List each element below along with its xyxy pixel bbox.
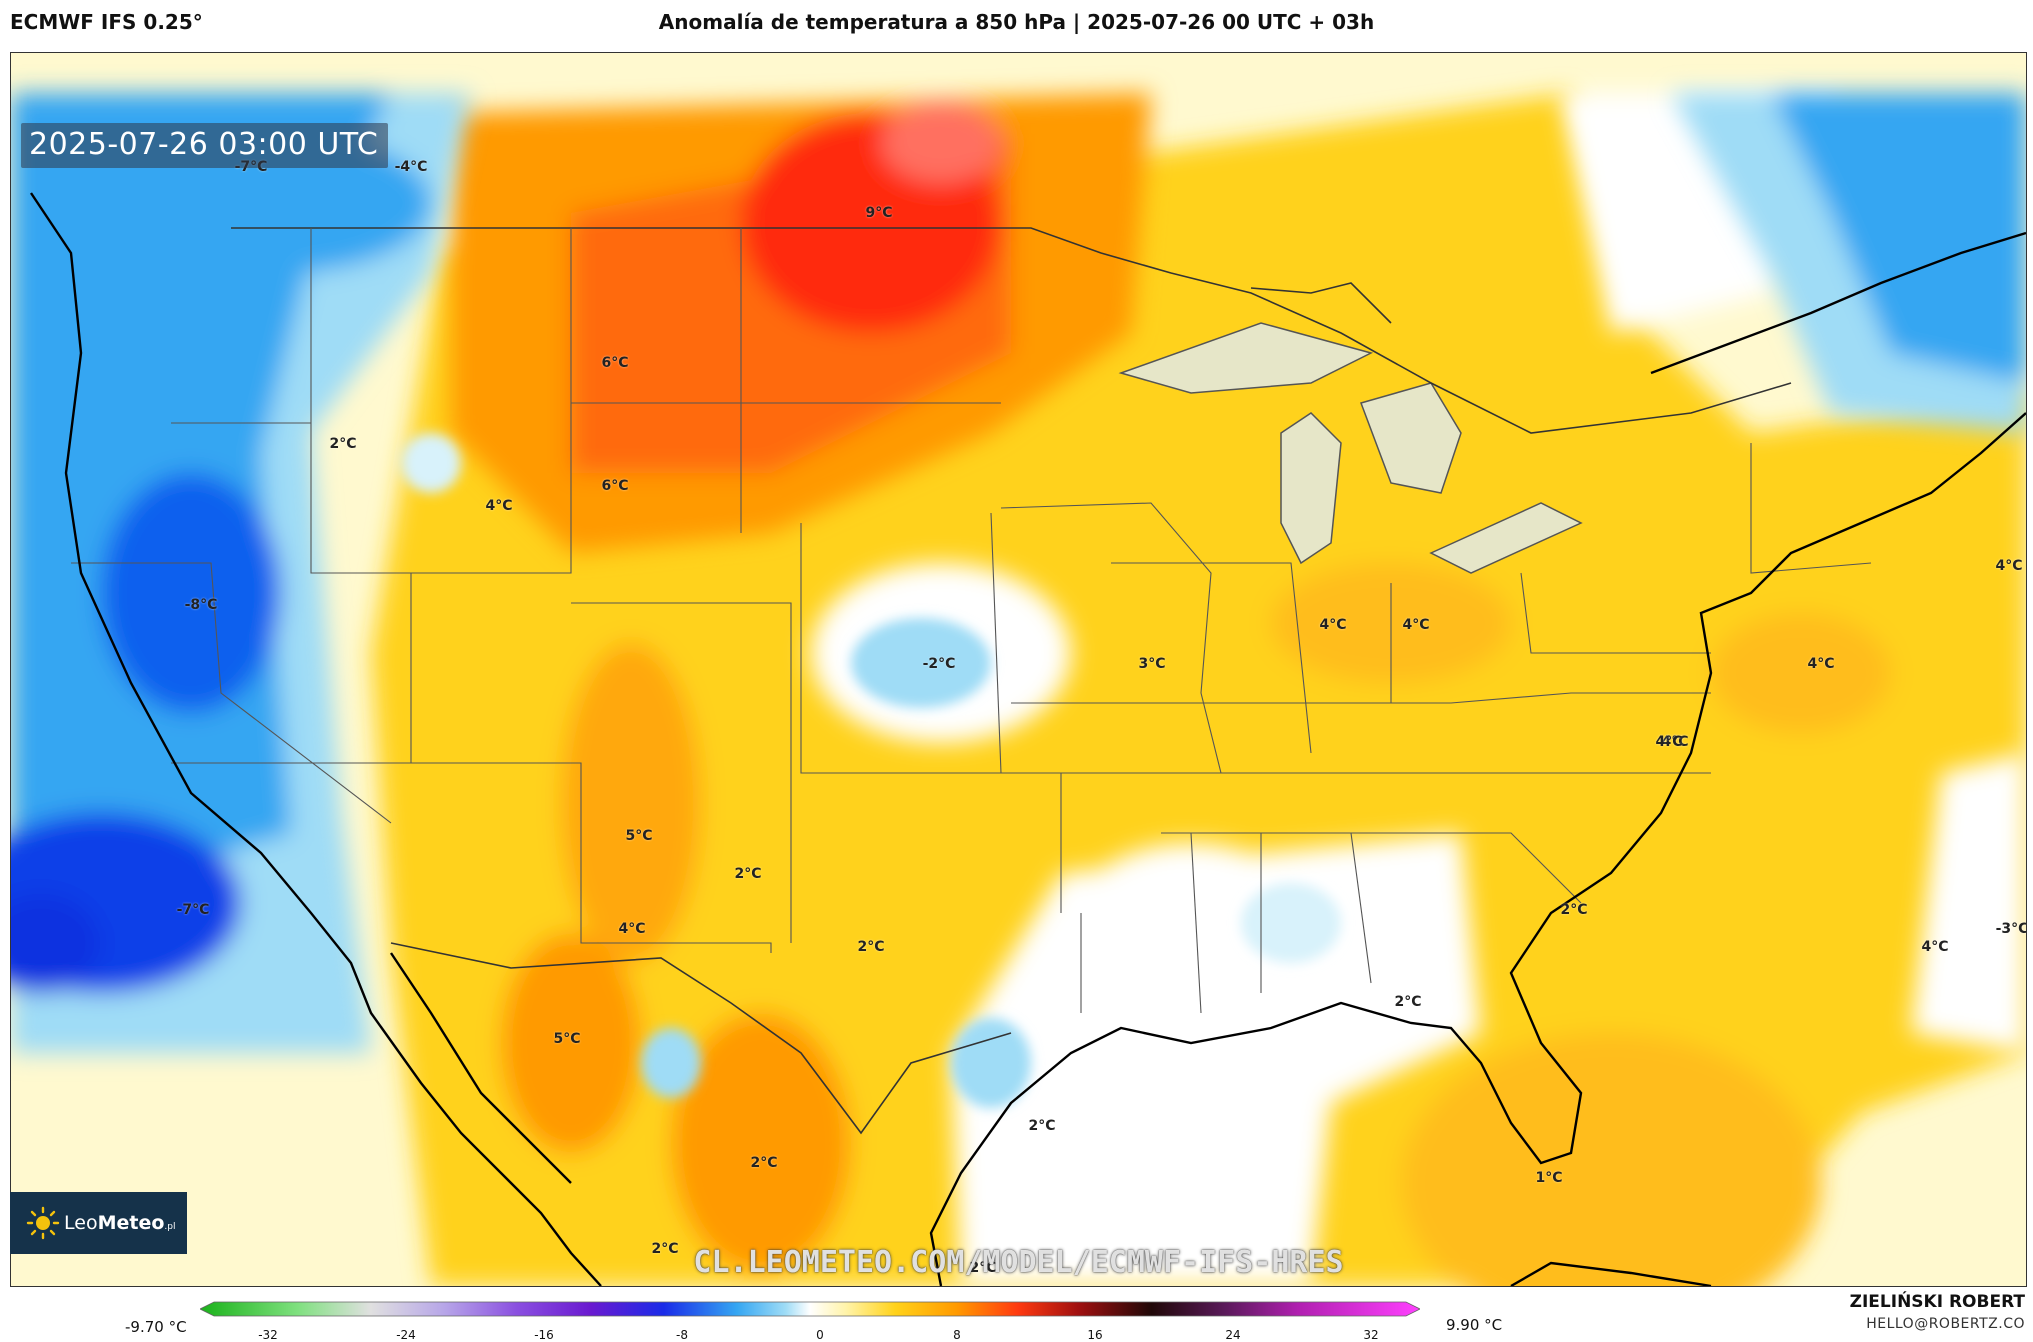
anomaly-value-label: 6°C	[601, 478, 629, 494]
anomaly-map[interactable]: -7°C-4°C9°C6°C2°C6°C4°C-8°C-2°C3°C4°C4°C…	[10, 52, 2027, 1287]
anomaly-value-label: 4°C	[1402, 617, 1430, 633]
anomaly-value-label: 4°C	[1807, 656, 1835, 672]
coastlines	[30, 192, 2026, 1286]
anomaly-value-label: 4°C	[618, 921, 646, 937]
anomaly-value-label: 3°C	[1138, 656, 1166, 672]
anomaly-value-label: 4°C	[1995, 558, 2023, 574]
anomaly-value-label: 2°C	[651, 1241, 679, 1257]
scale-tick-label: 24	[1225, 1328, 1241, 1342]
anomaly-value-label: -2°C	[922, 656, 956, 672]
scale-tick-label: 16	[1087, 1328, 1103, 1342]
leometeo-logo[interactable]: LeoMeteo.pl	[10, 1192, 187, 1254]
anomaly-value-label: 4°C	[485, 498, 513, 514]
scale-tick-label: -24	[396, 1328, 416, 1342]
anomaly-value-label: -4°C	[394, 159, 428, 175]
scale-tick-label: -32	[258, 1328, 278, 1342]
great-lakes	[1118, 322, 1583, 574]
author-name: ZIELIŃSKI ROBERT	[1849, 1292, 2025, 1312]
anomaly-field	[11, 53, 2026, 1286]
author-email[interactable]: HELLO@ROBERTZ.CO	[1866, 1316, 2025, 1332]
anomaly-value-label: 4°C	[1661, 734, 1689, 750]
anomaly-value-label: 5°C	[625, 828, 653, 844]
anomaly-value-label: 4°C	[1319, 617, 1347, 633]
anomaly-value-label: 2°C	[1028, 1118, 1056, 1134]
anomaly-value-label: 2°C	[857, 939, 885, 955]
anomaly-value-label: -3°C	[1995, 921, 2027, 937]
scale-tick-label: 8	[953, 1328, 961, 1342]
anomaly-value-label: 2°C	[1560, 902, 1588, 918]
scale-tick-label: 32	[1363, 1328, 1379, 1342]
scale-tick-label: -8	[676, 1328, 688, 1342]
anomaly-value-label: 4°C	[1921, 939, 1949, 955]
cool-pockets	[401, 433, 1341, 1108]
hot-core	[451, 93, 1151, 553]
anomaly-value-label: 2°C	[734, 866, 762, 882]
map-title: Anomalía de temperatura a 850 hPa | 2025…	[658, 10, 1375, 34]
state-lines	[71, 228, 1872, 1014]
anomaly-value-label: 9°C	[865, 205, 893, 221]
anomaly-value-label: 6°C	[601, 355, 629, 371]
anomaly-value-label: 5°C	[553, 1031, 581, 1047]
anomaly-value-label: 2°C	[329, 436, 357, 452]
anomaly-value-label: 4°C	[1655, 734, 1683, 750]
logo-text: LeoMeteo.pl	[64, 1212, 176, 1234]
anomaly-value-label: -8°C	[184, 597, 218, 613]
cold-northeast	[1671, 93, 2026, 433]
source-watermark: CL.LEOMETEO.COM/MODEL/ECMWF-IFS-HRES	[693, 1245, 1344, 1280]
anomaly-value-label: -7°C	[176, 902, 210, 918]
anomaly-value-label: 1°C	[1535, 1170, 1563, 1186]
boundaries	[231, 227, 1792, 1135]
anomaly-value-label: 2°C	[1394, 994, 1422, 1010]
cold-west	[11, 93, 471, 1053]
model-name: ECMWF IFS 0.25°	[10, 10, 203, 34]
scale-tick-label: -16	[534, 1328, 554, 1342]
anomaly-value-label: 2°C	[750, 1155, 778, 1171]
color-scale-bar	[200, 1301, 1420, 1317]
scale-max-label: 9.90 °C	[1446, 1316, 1503, 1334]
anomaly-value-label: 2°C	[969, 1260, 997, 1276]
map-timestamp: 2025-07-26 03:00 UTC	[21, 123, 389, 168]
scale-tick-label: 0	[816, 1328, 824, 1342]
sun-icon	[26, 1206, 60, 1240]
scale-min-label: -9.70 °C	[125, 1318, 187, 1336]
